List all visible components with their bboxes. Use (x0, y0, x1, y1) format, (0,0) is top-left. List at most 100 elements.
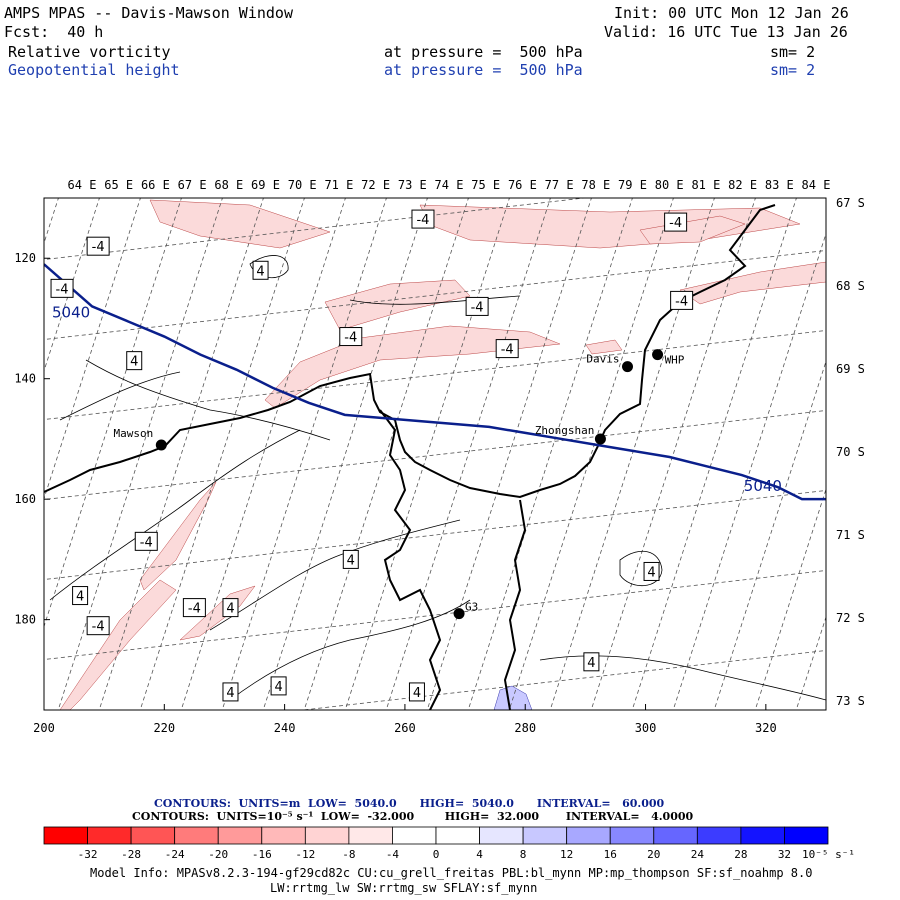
vorticity-label-box (270, 676, 287, 696)
vorticity-label-box (222, 598, 239, 618)
lon-label: 70 E (288, 178, 317, 192)
vorticity-label-text: -4 (416, 213, 429, 228)
vorticity-label-text: 4 (347, 553, 355, 568)
ice-shelf-edge (379, 409, 442, 710)
model-physics: LW:rrtmg_lw SW:rrtmg_sw SFLAY:sf_mynn (270, 881, 538, 895)
vorticity-label-text: 4 (76, 590, 84, 605)
height-contour-info: CONTOURS: UNITS=m LOW= 5040.0 HIGH= 5040… (154, 797, 665, 810)
vorticity-label-text: -4 (471, 300, 484, 315)
neg-vorticity-area (149, 199, 331, 249)
meridian-line (44, 198, 100, 373)
vorticity-label-box (50, 278, 74, 298)
colorbar-swatch (784, 826, 829, 845)
vorticity-contour-line (229, 599, 471, 701)
vorticity-label-box (643, 561, 660, 581)
lon-label: 80 E (655, 178, 684, 192)
colorbar-label: 24 (691, 848, 705, 861)
colorbar-swatch (87, 826, 132, 845)
vorticity-label: 4 (643, 561, 660, 581)
height-contour-label: 5040 (52, 303, 90, 321)
colorbar-label: -8 (342, 848, 355, 861)
vorticity-label: -4 (465, 296, 489, 316)
station-marker (594, 433, 606, 445)
meridian-line (426, 198, 592, 710)
meridian-line (672, 232, 826, 710)
colorbar-label: -16 (252, 848, 272, 861)
lat-label: 70 S (836, 445, 865, 459)
meridian-line (508, 198, 674, 710)
meridian-line (875, 190, 900, 720)
forecast-hour: Fcst: 40 h (4, 23, 104, 41)
field1-level: at pressure = 500 hPa (384, 43, 583, 61)
meridian-line (262, 198, 428, 710)
lon-label: 77 E (545, 178, 574, 192)
vorticity-label-box (583, 652, 600, 672)
y-tick-label: 160 (14, 492, 36, 506)
colorbar-unit: 10⁻⁵ s⁻¹ (802, 848, 855, 861)
vorticity-label-box (86, 616, 110, 636)
vorticity-label: 4 (222, 598, 239, 618)
neg-vorticity-area (419, 204, 801, 249)
colorbar-swatch (653, 826, 698, 845)
meridian-line (221, 198, 387, 710)
valid-time: Valid: 16 UTC Tue 13 Jan 26 (604, 23, 848, 41)
colorbar-label: 12 (560, 848, 573, 861)
vorticity-contour-line (619, 551, 663, 587)
colorbar-swatch (479, 826, 524, 845)
vorticity-label-box (342, 549, 359, 569)
lon-label: 66 E (141, 178, 170, 192)
vorticity-contour-line (49, 429, 301, 601)
colorbar-swatch (348, 826, 393, 845)
colorbar-label: 4 (476, 848, 483, 861)
lat-lon-grid (0, 190, 900, 720)
x-tick-label: 220 (153, 721, 175, 735)
neg-vorticity-area (639, 215, 746, 245)
vorticity-label-text: 4 (587, 656, 595, 671)
meridian-line (44, 198, 141, 500)
height-contour-label: 5040 (744, 477, 782, 495)
color-bar: -32 -28 -24 -20 -16 -12 -8 -4 0 4 8 12 16 20 24 28 32 10⁻… (43, 826, 855, 861)
vorticity-label-box (72, 586, 89, 606)
parallel-line (44, 490, 826, 580)
vorticity-contours (49, 255, 826, 701)
vorticity-label-text: 4 (130, 355, 138, 370)
vorticity-label-text: 4 (274, 680, 282, 695)
vorticity-label-box (222, 682, 239, 702)
vorticity-label: -4 (670, 290, 694, 310)
colorbar-label: 32 (778, 848, 791, 861)
colorbar-swatch (740, 826, 785, 845)
vorticity-label-box (465, 296, 489, 316)
lon-label: 75 E (471, 178, 500, 192)
colorbar-label: -28 (121, 848, 141, 861)
colorbar-swatch (43, 826, 88, 845)
lon-label: 81 E (691, 178, 720, 192)
meridian-line (139, 198, 305, 710)
meridian-line (467, 198, 633, 710)
model-title: AMPS MPAS -- Davis-Mawson Window (4, 4, 293, 22)
field2-name: Geopotential height (8, 61, 180, 79)
vorticity-contour-line (209, 519, 461, 631)
vorticity-label-box (495, 339, 519, 359)
meridian-line (631, 198, 797, 710)
vorticity-label: 4 (222, 682, 239, 702)
vorticity-label-text: 4 (226, 602, 234, 617)
colorbar-label: -20 (208, 848, 228, 861)
vorticity-contour-info: CONTOURS: UNITS=10⁻⁵ s⁻¹ LOW= -32.000 HI… (132, 810, 694, 823)
init-time: Init: 00 UTC Mon 12 Jan 26 (614, 4, 849, 22)
colorbar-label: -24 (165, 848, 185, 861)
meridian-line (0, 190, 20, 720)
colorbar-swatch (696, 826, 742, 845)
y-tick-label: 140 (14, 372, 36, 386)
station-label: Davis (586, 353, 619, 366)
vorticity-label: 4 (583, 652, 600, 672)
ice-shelf-edge (503, 499, 527, 710)
vorticity-label-text: -4 (501, 343, 514, 358)
stations: Mawson Davis WHP Zhongshan G3 (114, 349, 685, 620)
y-tick-label: 180 (14, 613, 36, 627)
vorticity-label-box (408, 682, 425, 702)
colorbar-swatch (217, 826, 263, 845)
lon-label: 64 E (68, 178, 97, 192)
vorticity-label: -4 (339, 327, 363, 347)
vorticity-label-text: -4 (92, 240, 105, 255)
meridian-line (303, 198, 469, 710)
